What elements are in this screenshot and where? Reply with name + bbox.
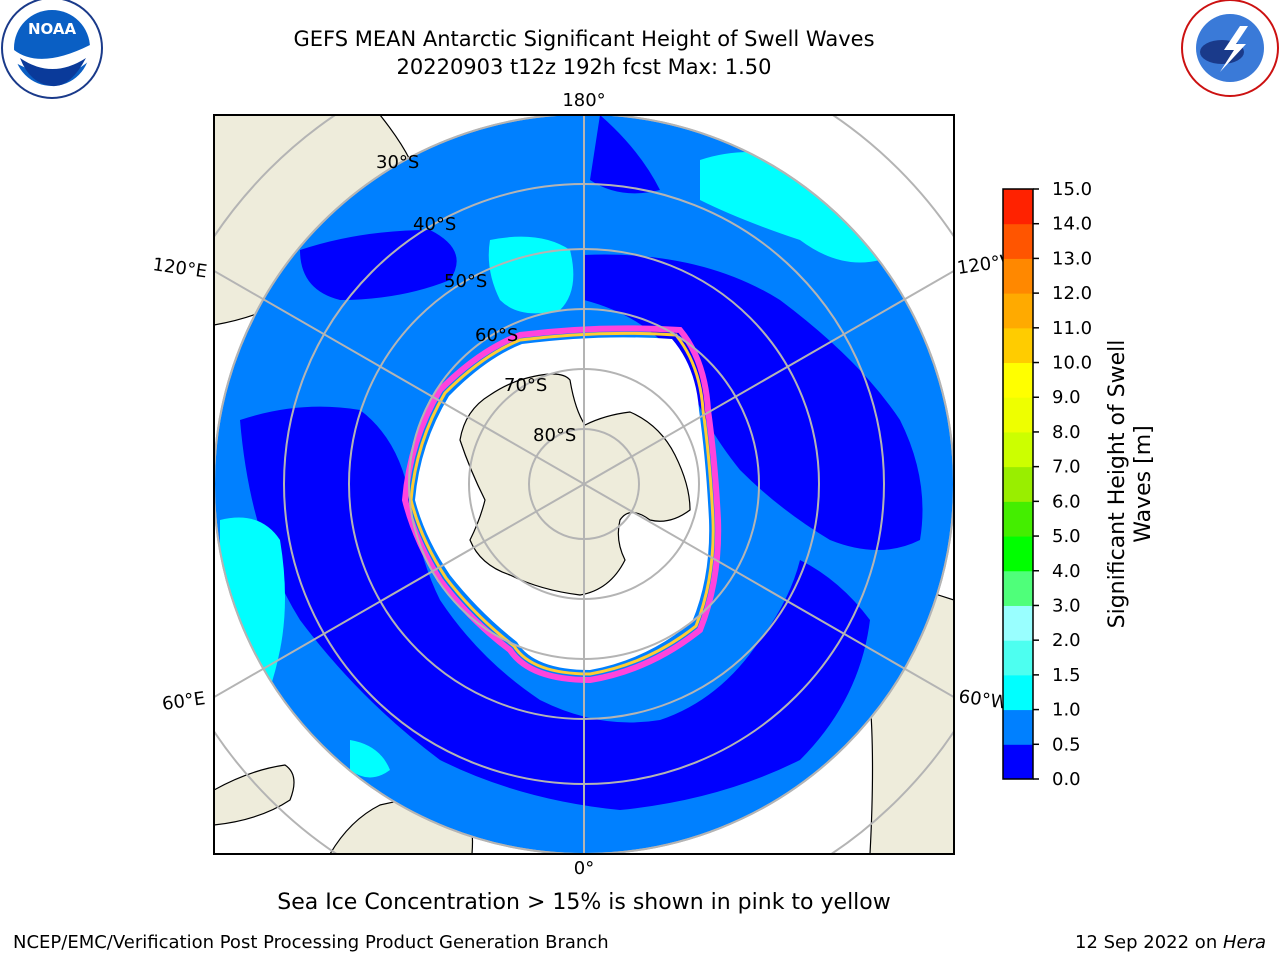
- colorbar-segment: [1003, 709, 1033, 745]
- colorbar-segment: [1003, 397, 1033, 433]
- footer-credit: NCEP/EMC/Verification Post Processing Pr…: [13, 932, 609, 953]
- swell-zone-low-4: [590, 115, 660, 194]
- colorbar-tick-label: 1.0: [1052, 700, 1081, 721]
- colorbar-tick-label: 7.0: [1052, 457, 1081, 478]
- lat-label-50: 50°S: [444, 271, 487, 292]
- colorbar-segment: [1003, 570, 1033, 606]
- colorbar-segment: [1003, 362, 1033, 398]
- colorbar-segment: [1003, 744, 1033, 780]
- colorbar-segment: [1003, 258, 1033, 294]
- map-title: GEFS MEAN Antarctic Significant Height o…: [293, 27, 875, 51]
- colorbar-label-line1: Significant Height of Swell: [1105, 340, 1130, 629]
- colorbar-tick-label: 0.5: [1052, 734, 1081, 755]
- map-area: [214, 115, 954, 854]
- colorbar-tick-label: 8.0: [1052, 422, 1081, 443]
- colorbar-segment: [1003, 293, 1033, 329]
- lon-label-top: 180°: [562, 90, 605, 111]
- lon-label-upper-left: 120°E: [151, 254, 208, 282]
- nws-logo: [1181, 0, 1279, 97]
- map-subtitle: 20220903 t12z 192h fcst Max: 1.50: [396, 55, 772, 79]
- colorbar-segment: [1003, 674, 1033, 711]
- lat-label-30: 30°S: [376, 152, 419, 173]
- footer-date: 12 Sep 2022 on Hera: [1075, 932, 1266, 953]
- colorbar-frame: [1002, 188, 1034, 780]
- colorbar-tick-label: 14.0: [1052, 214, 1092, 235]
- colorbar-tick-label: 2.0: [1052, 630, 1081, 651]
- lon-label-lower-left: 60°E: [161, 688, 207, 715]
- colorbar-segment: [1003, 536, 1033, 572]
- colorbar-segment: [1003, 327, 1033, 364]
- madagascar-landmass: [214, 764, 295, 826]
- colorbar-tick-label: 1.5: [1052, 665, 1081, 686]
- map-frame: [213, 114, 955, 855]
- noaa-logo: NOAA: [1, 0, 103, 99]
- colorbar: 0.0 0.5 1.0 1.5 2.0 3.0 4.0 5.0 6.0 7.0 8.0 9.0 10.0…: [1002, 179, 1092, 790]
- lat-label-60: 60°S: [475, 325, 518, 346]
- colorbar-tick-label: 3.0: [1052, 595, 1081, 616]
- lat-label-40: 40°S: [413, 214, 456, 235]
- colorbar-tick-label: 9.0: [1052, 387, 1081, 408]
- colorbar-segment: [1003, 431, 1033, 468]
- colorbar-tick-label: 12.0: [1052, 283, 1092, 304]
- swell-zone-high-2: [488, 236, 574, 314]
- colorbar-tick-label: 0.0: [1052, 769, 1081, 790]
- colorbar-segment: [1003, 640, 1033, 676]
- lon-label-lower-right: 60°W: [957, 686, 1009, 714]
- swell-zone-high-4: [350, 740, 390, 778]
- lat-label-80: 80°S: [533, 425, 576, 446]
- colorbar-tick-label: 6.0: [1052, 491, 1081, 512]
- colorbar-segment: [1003, 223, 1033, 259]
- sea-ice-note: Sea Ice Concentration > 15% is shown in …: [277, 890, 891, 915]
- colorbar-label-line2: Waves [m]: [1131, 425, 1156, 542]
- colorbar-tick-label: 5.0: [1052, 526, 1081, 547]
- lat-label-70: 70°S: [504, 375, 547, 396]
- footer-host: Hera: [1222, 932, 1266, 953]
- sea-ice-edge-inner: [409, 331, 715, 676]
- colorbar-tick-label: 13.0: [1052, 248, 1092, 269]
- swell-zone-low-2: [240, 406, 870, 810]
- lon-label-bottom: 0°: [574, 858, 594, 879]
- antarctica-landmass: [459, 373, 691, 596]
- colorbar-tick-label: 10.0: [1052, 353, 1092, 374]
- colorbar-segment: [1003, 189, 1033, 225]
- colorbar-tick-label: 4.0: [1052, 561, 1081, 582]
- colorbar-tick-label: 15.0: [1052, 179, 1092, 200]
- graticule: [214, 115, 954, 854]
- colorbar-tick-label: 11.0: [1052, 318, 1092, 339]
- noaa-logo-text: NOAA: [28, 20, 77, 38]
- colorbar-segment: [1003, 466, 1033, 502]
- colorbar-segment: [1003, 501, 1033, 537]
- colorbar-segment: [1003, 605, 1033, 641]
- footer-date-text: 12 Sep 2022 on: [1075, 932, 1223, 953]
